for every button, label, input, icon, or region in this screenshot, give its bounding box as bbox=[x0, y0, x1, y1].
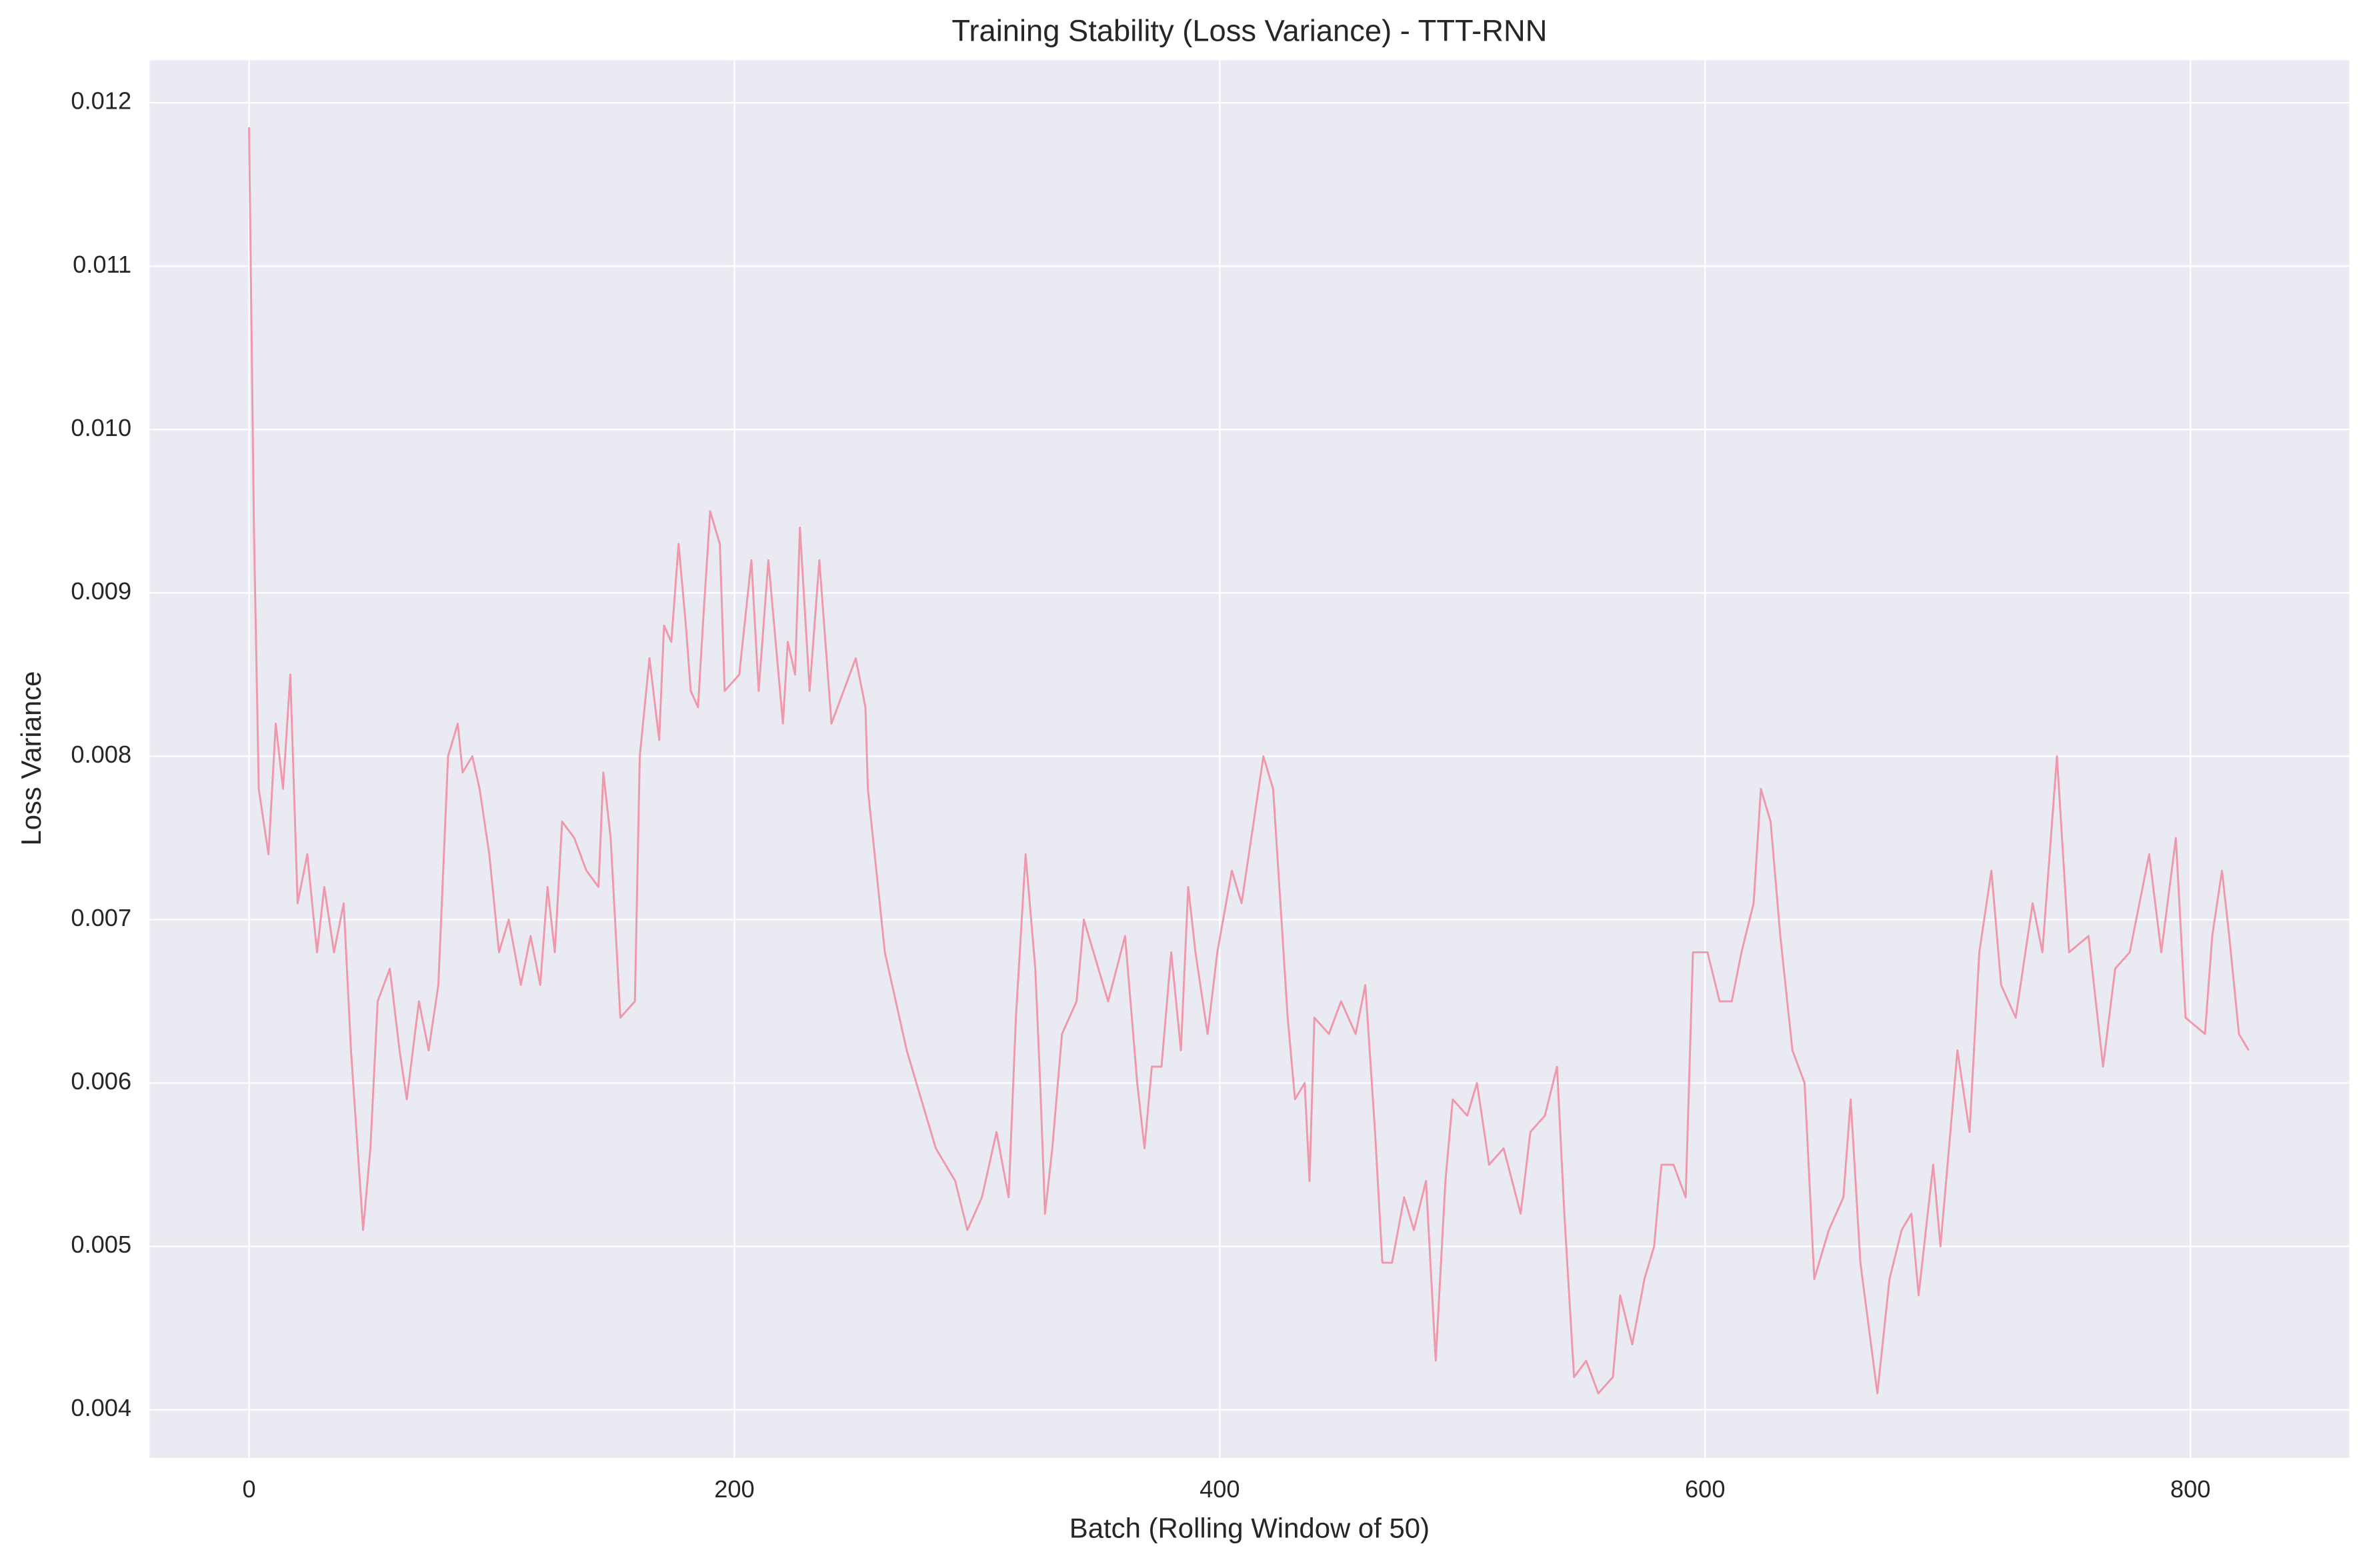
y-tick-label: 0.008 bbox=[71, 741, 131, 768]
plot-background bbox=[149, 60, 2350, 1458]
x-tick-label: 600 bbox=[1685, 1475, 1725, 1503]
chart-title: Training Stability (Loss Variance) - TTT… bbox=[951, 14, 1547, 48]
y-tick-label: 0.011 bbox=[73, 251, 131, 278]
x-axis-label: Batch (Rolling Window of 50) bbox=[1069, 1513, 1430, 1544]
y-tick-label: 0.012 bbox=[71, 87, 131, 115]
line-series bbox=[248, 127, 2250, 1395]
y-tick-label: 0.006 bbox=[71, 1067, 131, 1095]
x-tick-label: 0 bbox=[242, 1475, 255, 1503]
x-tick-label: 200 bbox=[714, 1475, 754, 1503]
y-tick-label: 0.009 bbox=[71, 577, 131, 605]
y-tick-label: 0.004 bbox=[71, 1394, 131, 1421]
y-tick-label: 0.007 bbox=[71, 904, 131, 931]
x-tick-label: 800 bbox=[2170, 1475, 2210, 1503]
marks bbox=[248, 127, 2250, 1395]
grid bbox=[149, 60, 2350, 1458]
x-tick-label: 400 bbox=[1200, 1475, 1240, 1503]
y-axis-label: Loss Variance bbox=[15, 671, 47, 846]
y-tick-label: 0.005 bbox=[71, 1231, 131, 1258]
y-tick-label: 0.010 bbox=[71, 414, 131, 441]
